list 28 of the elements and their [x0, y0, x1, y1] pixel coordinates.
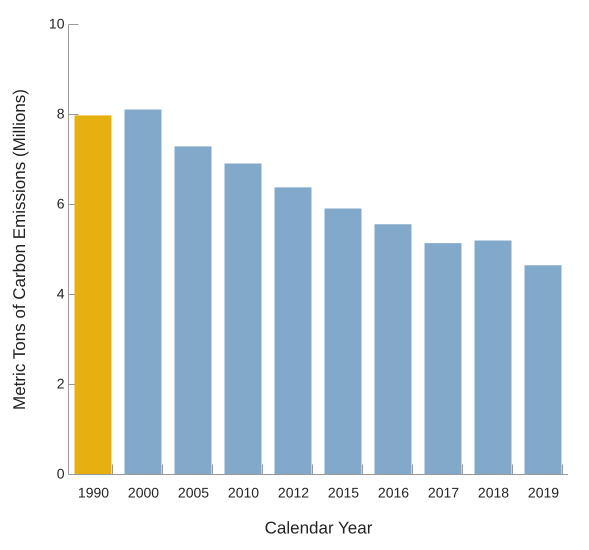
x-tick-label: 2019	[528, 484, 560, 500]
x-tick-label: 2018	[478, 484, 510, 500]
x-tick-label: 2010	[228, 484, 260, 500]
x-axis-title: Calendar Year	[264, 518, 373, 538]
x-tick-label: 2005	[178, 484, 210, 500]
x-tick-label: 2015	[328, 484, 360, 500]
bar	[374, 224, 412, 474]
bar	[424, 243, 462, 474]
bar	[174, 146, 212, 474]
bar	[474, 240, 512, 474]
bar	[74, 115, 112, 474]
y-tick-label: 10	[48, 16, 65, 32]
y-tick-label: 0	[56, 466, 65, 482]
y-tick-label: 2	[56, 376, 65, 392]
x-tick-label: 2000	[128, 484, 160, 500]
x-tick-label: 2012	[278, 484, 310, 500]
y-tick-label: 4	[56, 286, 65, 302]
y-tick-label: 8	[56, 106, 65, 122]
y-axis-title: Metric Tons of Carbon Emissions (Millions)	[10, 89, 29, 410]
x-tick-label: 2016	[378, 484, 410, 500]
bar	[274, 187, 312, 474]
y-tick-label: 6	[56, 196, 65, 212]
x-tick-label: 1990	[78, 484, 110, 500]
x-tick-label: 2017	[428, 484, 460, 500]
bar	[224, 164, 262, 474]
bar	[524, 265, 562, 474]
bar	[324, 208, 362, 474]
bar	[124, 110, 162, 474]
